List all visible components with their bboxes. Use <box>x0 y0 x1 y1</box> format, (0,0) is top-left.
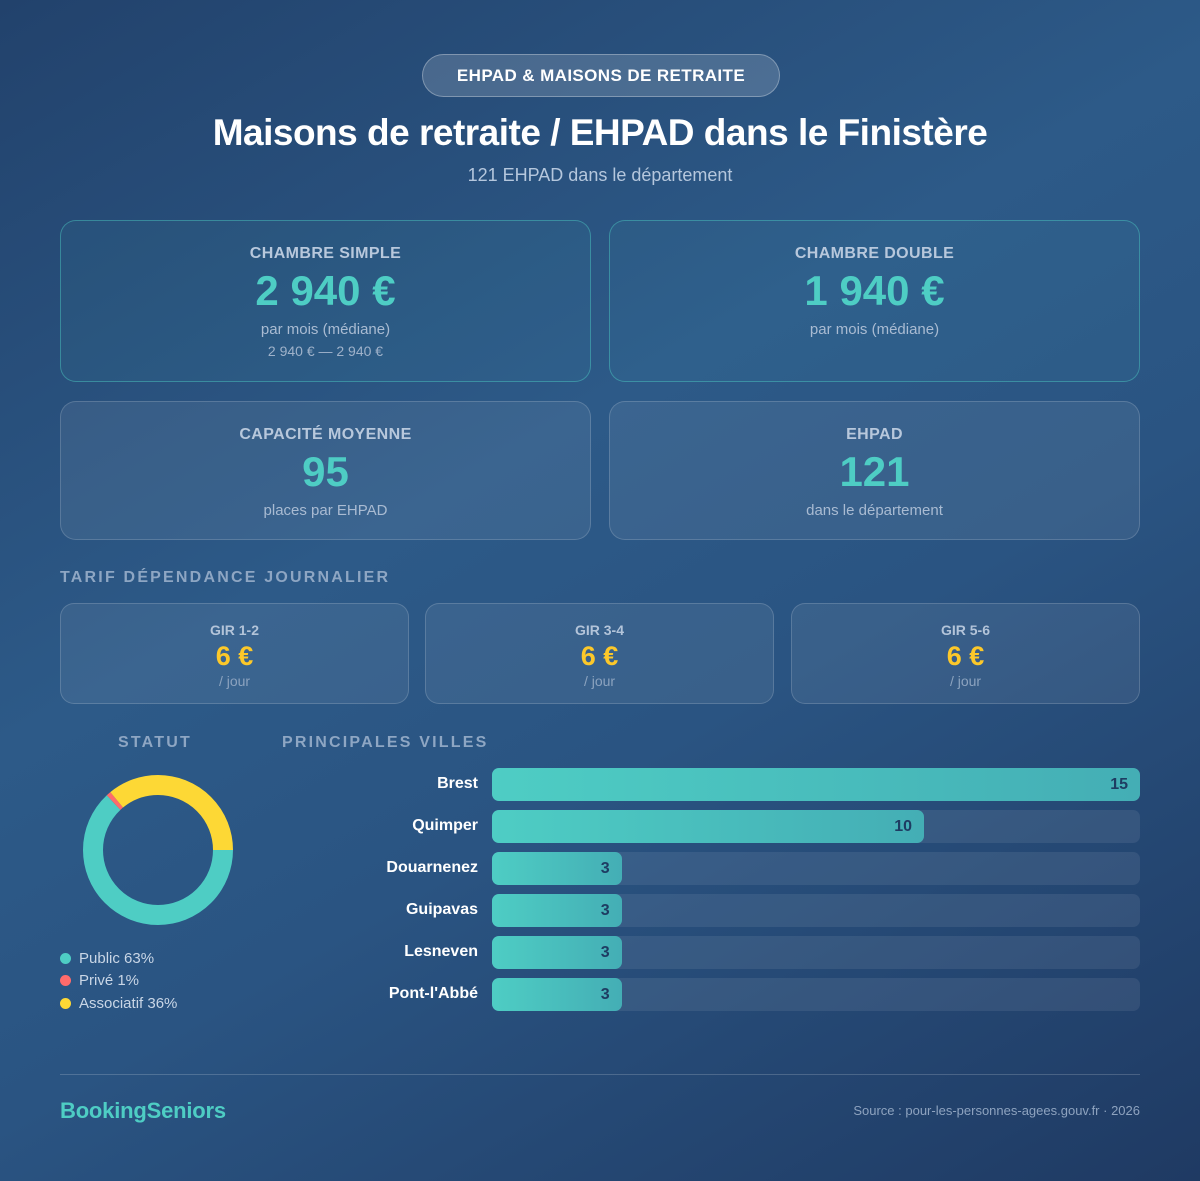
bar-count: 15 <box>1110 776 1128 793</box>
bar-track: 3 <box>492 936 1140 969</box>
legend-dot-icon <box>60 952 71 964</box>
gir-label: GIR 1-2 <box>209 622 259 638</box>
bar-row: Brest 15 <box>340 768 1140 810</box>
card-value: 121 <box>839 448 910 495</box>
bar-count: 3 <box>600 902 610 919</box>
bar-track: 15 <box>492 768 1140 801</box>
gir-unit: / jour <box>218 673 251 689</box>
card-sub: places par EHPAD <box>263 502 388 519</box>
gir-card-1-2: GIR 1-2 6 € / jour <box>60 603 409 704</box>
bar-city: Quimper <box>412 817 478 834</box>
bar-fill: 15 <box>492 768 1140 801</box>
bar-track: 3 <box>492 978 1140 1011</box>
villes-heading: PRINCIPALES VILLES <box>282 734 489 751</box>
statut-legend: Public 63% Privé 1% Associatif 36% <box>60 947 177 1015</box>
card-value: 95 <box>302 448 349 495</box>
bar-fill: 3 <box>492 936 622 969</box>
card-chambre-simple: CHAMBRE SIMPLE 2 940 € par mois (médiane… <box>60 220 591 382</box>
bar-city: Guipavas <box>405 901 478 918</box>
bar-row: Lesneven 3 <box>340 936 1140 978</box>
brand-logo: BookingSeniors <box>60 1098 226 1123</box>
bar-count: 3 <box>600 986 610 1003</box>
bar-track: 3 <box>492 852 1140 885</box>
card-label: EHPAD <box>846 426 903 443</box>
bar-city: Brest <box>437 775 478 792</box>
gir-unit: / jour <box>583 673 616 689</box>
bar-fill: 3 <box>492 852 622 885</box>
card-label: CHAMBRE DOUBLE <box>794 245 955 262</box>
gir-label: GIR 3-4 <box>574 622 624 638</box>
bar-fill: 3 <box>492 894 622 927</box>
bar-row: Pont-l'Abbé 3 <box>340 978 1140 1020</box>
gir-label: GIR 5-6 <box>940 622 990 638</box>
statut-heading: STATUT <box>118 734 192 751</box>
bar-fill: 3 <box>492 978 622 1011</box>
card-value: 2 940 € <box>255 267 396 314</box>
villes-bar-chart: Brest 15 Quimper 10 Douarnenez 3 Guipava… <box>340 768 1140 1020</box>
card-capacite: CAPACITÉ MOYENNE 95 places par EHPAD <box>60 401 591 540</box>
page-subtitle: 121 EHPAD dans le département <box>467 165 733 185</box>
bar-track: 3 <box>492 894 1140 927</box>
gir-value: 6 € <box>946 641 985 671</box>
card-label: CAPACITÉ MOYENNE <box>239 426 412 443</box>
bar-city: Lesneven <box>404 943 478 960</box>
legend-item-prive: Privé 1% <box>60 970 177 993</box>
footer-divider <box>60 1074 1140 1075</box>
legend-item-associatif: Associatif 36% <box>60 992 177 1015</box>
card-sub: par mois (médiane) <box>809 321 940 338</box>
card-sub: par mois (médiane) <box>260 321 391 338</box>
bar-count: 10 <box>894 818 912 835</box>
bar-row: Quimper 10 <box>340 810 1140 852</box>
legend-label: Public 63% <box>79 949 155 967</box>
gir-value: 6 € <box>215 641 254 671</box>
category-badge: EHPAD & MAISONS DE RETRAITE <box>422 54 780 97</box>
dependance-heading: TARIF DÉPENDANCE JOURNALIER <box>60 569 391 586</box>
bar-row: Guipavas 3 <box>340 894 1140 936</box>
bar-row: Douarnenez 3 <box>340 852 1140 894</box>
bar-city: Pont-l'Abbé <box>388 985 478 1002</box>
infographic: EHPAD & MAISONS DE RETRAITE Maisons de r… <box>60 0 1140 1181</box>
legend-dot-icon <box>60 975 71 987</box>
gir-card-5-6: GIR 5-6 6 € / jour <box>791 603 1140 704</box>
source-note: Source : pour-les-personnes-agees.gouv.f… <box>853 1103 1140 1118</box>
card-range: 2 940 € — 2 940 € <box>267 343 384 359</box>
statut-donut-chart <box>80 772 236 928</box>
card-ehpad-count: EHPAD 121 dans le département <box>609 401 1140 540</box>
card-value: 1 940 € <box>804 267 945 314</box>
gir-value: 6 € <box>580 641 619 671</box>
card-sub: dans le département <box>806 502 943 519</box>
legend-item-public: Public 63% <box>60 947 177 970</box>
legend-dot-icon <box>60 997 71 1009</box>
bar-count: 3 <box>600 860 610 877</box>
gir-unit: / jour <box>949 673 982 689</box>
bar-fill: 10 <box>492 810 924 843</box>
gir-card-3-4: GIR 3-4 6 € / jour <box>425 603 774 704</box>
card-label: CHAMBRE SIMPLE <box>249 245 402 262</box>
bar-city: Douarnenez <box>386 859 478 876</box>
bar-track: 10 <box>492 810 1140 843</box>
legend-label: Associatif 36% <box>79 994 178 1012</box>
legend-label: Privé 1% <box>79 972 140 990</box>
page-title: Maisons de retraite / EHPAD dans le Fini… <box>212 112 988 153</box>
bar-count: 3 <box>600 944 610 961</box>
card-chambre-double: CHAMBRE DOUBLE 1 940 € par mois (médiane… <box>609 220 1140 382</box>
